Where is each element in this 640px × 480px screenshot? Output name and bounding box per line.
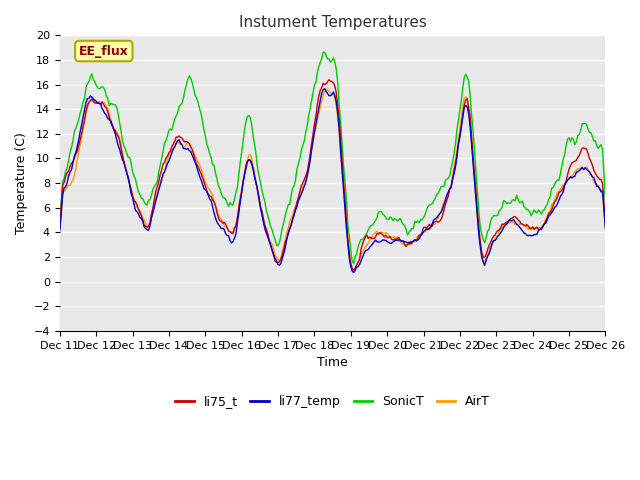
li77_temp (602, 226, 609, 232)
SonicT (362, 233, 369, 239)
AirT (596, 187, 604, 192)
li77_temp (561, 182, 568, 188)
X-axis label: Time: Time (317, 356, 348, 369)
SonicT (273, 242, 280, 248)
Title: Instument Temperatures: Instument Temperatures (239, 15, 426, 30)
li75_t (596, 177, 604, 182)
SonicT (411, 218, 419, 224)
li75_t (325, 77, 333, 83)
AirT (350, 269, 358, 275)
Y-axis label: Temperature (C): Temperature (C) (15, 132, 28, 234)
Legend: li75_t, li77_temp, SonicT, AirT: li75_t, li77_temp, SonicT, AirT (170, 390, 495, 413)
AirT (273, 254, 280, 260)
li75_t (561, 181, 568, 187)
AirT (411, 237, 419, 243)
li77_temp (411, 237, 419, 242)
li75_t (362, 234, 369, 240)
SonicT (178, 100, 186, 106)
Line: AirT: AirT (60, 89, 605, 272)
li77_temp (178, 142, 186, 147)
li75_t (411, 238, 419, 243)
Line: li77_temp: li77_temp (60, 89, 605, 273)
li77_temp (350, 270, 358, 276)
li75_t (56, 224, 63, 229)
Text: EE_flux: EE_flux (79, 45, 129, 58)
li75_t (273, 259, 280, 265)
li77_temp (273, 258, 280, 264)
AirT (56, 227, 63, 233)
AirT (322, 86, 330, 92)
SonicT (56, 221, 63, 227)
Line: li75_t: li75_t (60, 80, 605, 270)
AirT (362, 244, 369, 250)
li77_temp (596, 186, 604, 192)
li77_temp (56, 228, 63, 234)
AirT (178, 142, 186, 148)
SonicT (596, 144, 604, 149)
AirT (602, 226, 609, 231)
SonicT (319, 49, 327, 55)
li77_temp (362, 248, 369, 254)
li77_temp (321, 86, 328, 92)
li75_t (178, 135, 186, 141)
SonicT (350, 261, 358, 266)
li75_t (602, 222, 609, 228)
li75_t (350, 267, 358, 273)
SonicT (602, 199, 609, 204)
Line: SonicT: SonicT (60, 52, 605, 264)
AirT (561, 180, 568, 186)
SonicT (561, 152, 568, 157)
